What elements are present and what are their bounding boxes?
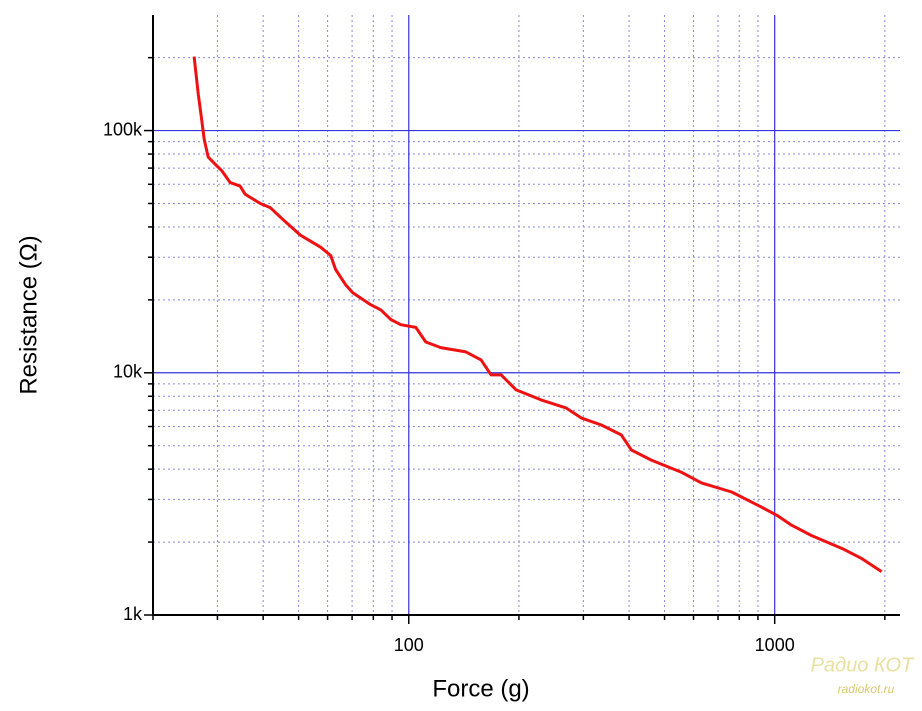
y-axis-label: Resistance (Ω) — [15, 235, 42, 394]
data-line — [192, 56, 883, 573]
y-tick-label: 10k — [113, 362, 143, 382]
x-tick-label: 100 — [394, 635, 424, 655]
y-tick-label: 1k — [123, 604, 143, 624]
watermark: Радио КОТ — [811, 654, 915, 676]
watermark-url: radiokot.ru — [838, 682, 895, 696]
y-tick-label: 100k — [103, 119, 143, 139]
x-axis-label: Force (g) — [432, 675, 529, 702]
x-tick-label: 1000 — [755, 635, 795, 655]
